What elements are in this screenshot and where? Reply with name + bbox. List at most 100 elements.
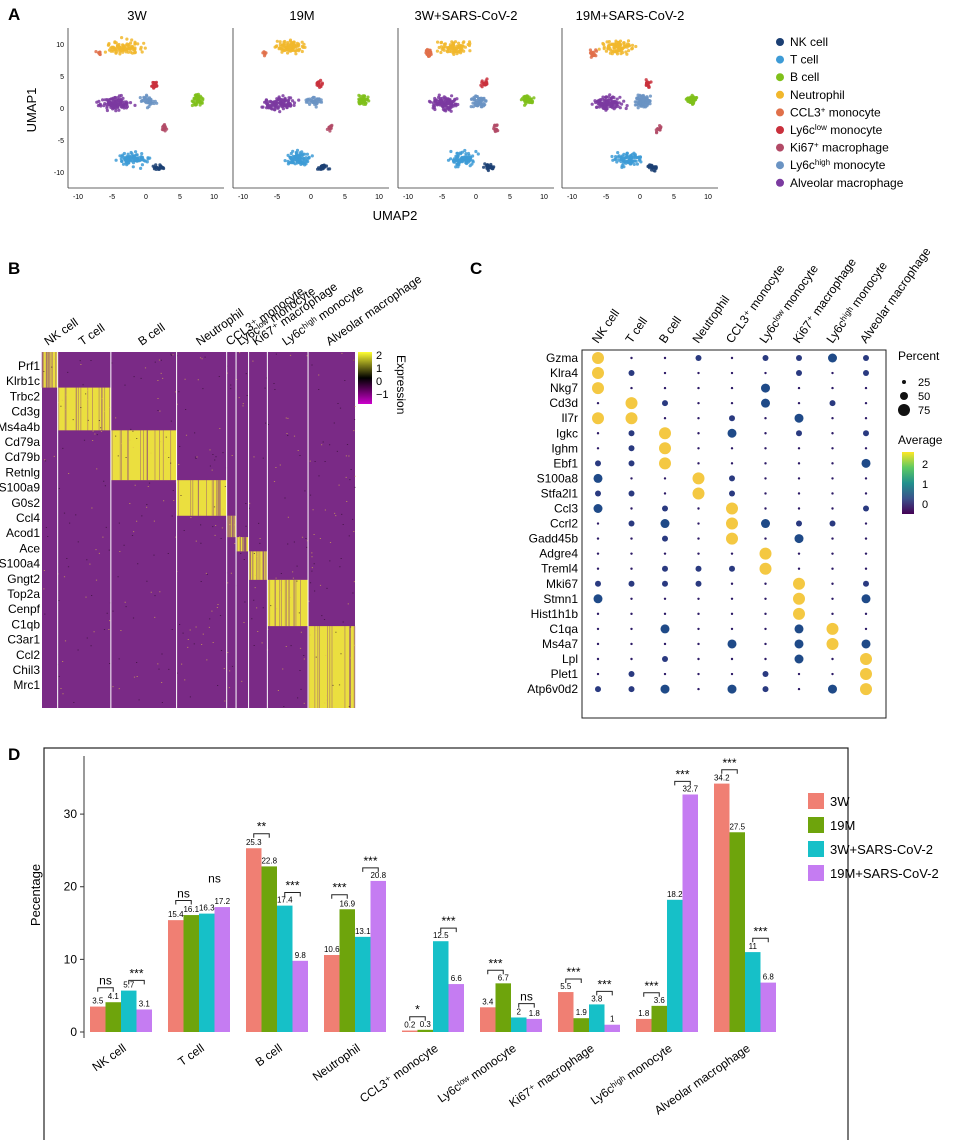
heatmap-speckle (108, 629, 110, 630)
heatmap-speckle (141, 515, 143, 517)
umap-point (645, 96, 649, 100)
bar-value-label: 3.1 (139, 999, 151, 1008)
dotplot-dot (730, 552, 734, 555)
heatmap-speckle (164, 452, 166, 454)
umap-point (300, 158, 304, 162)
umap-point (362, 97, 367, 101)
bar-category-label: Neutrophil (310, 1041, 363, 1084)
umap-point (621, 154, 625, 158)
umap-point (618, 46, 623, 50)
umap-x-tick: 5 (343, 194, 347, 201)
umap-point (624, 106, 628, 111)
heatmap-speckle (124, 601, 126, 603)
heatmap-speckle (218, 376, 220, 377)
dotplot-dot (697, 612, 700, 616)
umap-point (286, 153, 290, 157)
umap-point (428, 100, 433, 104)
heatmap-speckle (83, 439, 86, 441)
dotplot-dot (864, 401, 868, 405)
umap-point (145, 94, 149, 98)
umap-point (267, 103, 271, 107)
heatmap-speckle (289, 597, 291, 598)
umap-point (636, 93, 640, 97)
umap-point (453, 102, 457, 106)
umap-point (472, 97, 476, 101)
umap-point (471, 101, 475, 105)
umap-point (617, 40, 621, 44)
heatmap-speckle (67, 566, 70, 568)
dotplot-dot (630, 386, 633, 390)
dotplot-legend: Percent 25 50 75 Average 2 1 0 (898, 349, 943, 514)
dotplot-dot (659, 457, 671, 470)
umap-plot: -10 -5 0 5 10 (232, 28, 389, 201)
umap-point (439, 50, 443, 55)
umap-point (261, 105, 265, 109)
bar-value-label: 0.2 (404, 1021, 416, 1030)
dotplot-dot (660, 684, 670, 694)
umap-point (454, 157, 458, 162)
umap-point (95, 100, 99, 104)
dotplot-gene-label: Igkc (556, 426, 578, 440)
dotplot-dot (662, 505, 668, 512)
heatmap-speckle (212, 642, 214, 643)
dotplot-dot (729, 565, 735, 572)
umap-point (131, 165, 135, 169)
dotplot-dot (663, 552, 667, 555)
heatmap-speckle (241, 680, 243, 682)
heatmap-speckle (44, 613, 46, 615)
umap-point (292, 40, 296, 44)
umap-point (446, 101, 450, 105)
heatmap-speckle (63, 512, 66, 514)
heatmap-speckle (129, 503, 131, 504)
bar (277, 905, 293, 1032)
heatmap-speckle (162, 377, 164, 379)
umap-point (439, 40, 444, 45)
heatmap-speckle (324, 509, 326, 511)
umap-point (612, 101, 616, 105)
heatmap-speckle (325, 655, 327, 656)
percent-legend-title: Percent (898, 349, 940, 363)
umap-point (278, 110, 282, 114)
significance-label: *** (441, 914, 455, 928)
heatmap-speckle (344, 380, 346, 381)
umap-point (263, 100, 267, 104)
dotplot-dot (592, 382, 604, 395)
umap-point (483, 81, 487, 85)
umap-point (300, 150, 304, 154)
heatmap-speckle (179, 624, 181, 625)
dotplot-dot (695, 565, 702, 572)
umap-point (287, 98, 291, 102)
umap-point (295, 48, 299, 52)
dotplot-dot (730, 657, 734, 661)
heatmap-speckle (230, 384, 232, 386)
umap-point (125, 37, 129, 41)
umap-point (457, 41, 461, 45)
bar (760, 982, 776, 1032)
umap-point (282, 40, 286, 44)
dotplot-dot (831, 492, 834, 495)
umap-point (125, 47, 129, 51)
dotplot-dot (794, 534, 804, 544)
heatmap-speckle (285, 646, 287, 647)
heatmap-speckle (324, 461, 326, 462)
heatmap-speckle (338, 484, 340, 486)
heatmap-speckle (136, 662, 138, 663)
bar-value-label: 3.6 (654, 996, 666, 1005)
dotplot-dot (828, 684, 837, 694)
bar-value-label: 3.5 (92, 997, 104, 1006)
umap-point (360, 100, 364, 104)
percent-legend-dot (900, 392, 908, 400)
legend-swatch (776, 161, 784, 170)
dotplot-dot (596, 432, 600, 435)
dotplot-dot (831, 417, 834, 420)
dotplot-gene-label: Lpl (562, 652, 578, 666)
heatmap-speckle (353, 581, 355, 583)
dotplot-dot (663, 642, 667, 646)
dotplot-dot (729, 490, 735, 497)
umap-point (328, 129, 332, 133)
umap-point (128, 101, 133, 105)
dotplot-dot (797, 672, 801, 676)
heatmap-legend-title: Expression (394, 355, 408, 414)
bar-panel-frame (43, 747, 849, 1140)
bar (573, 1018, 589, 1032)
